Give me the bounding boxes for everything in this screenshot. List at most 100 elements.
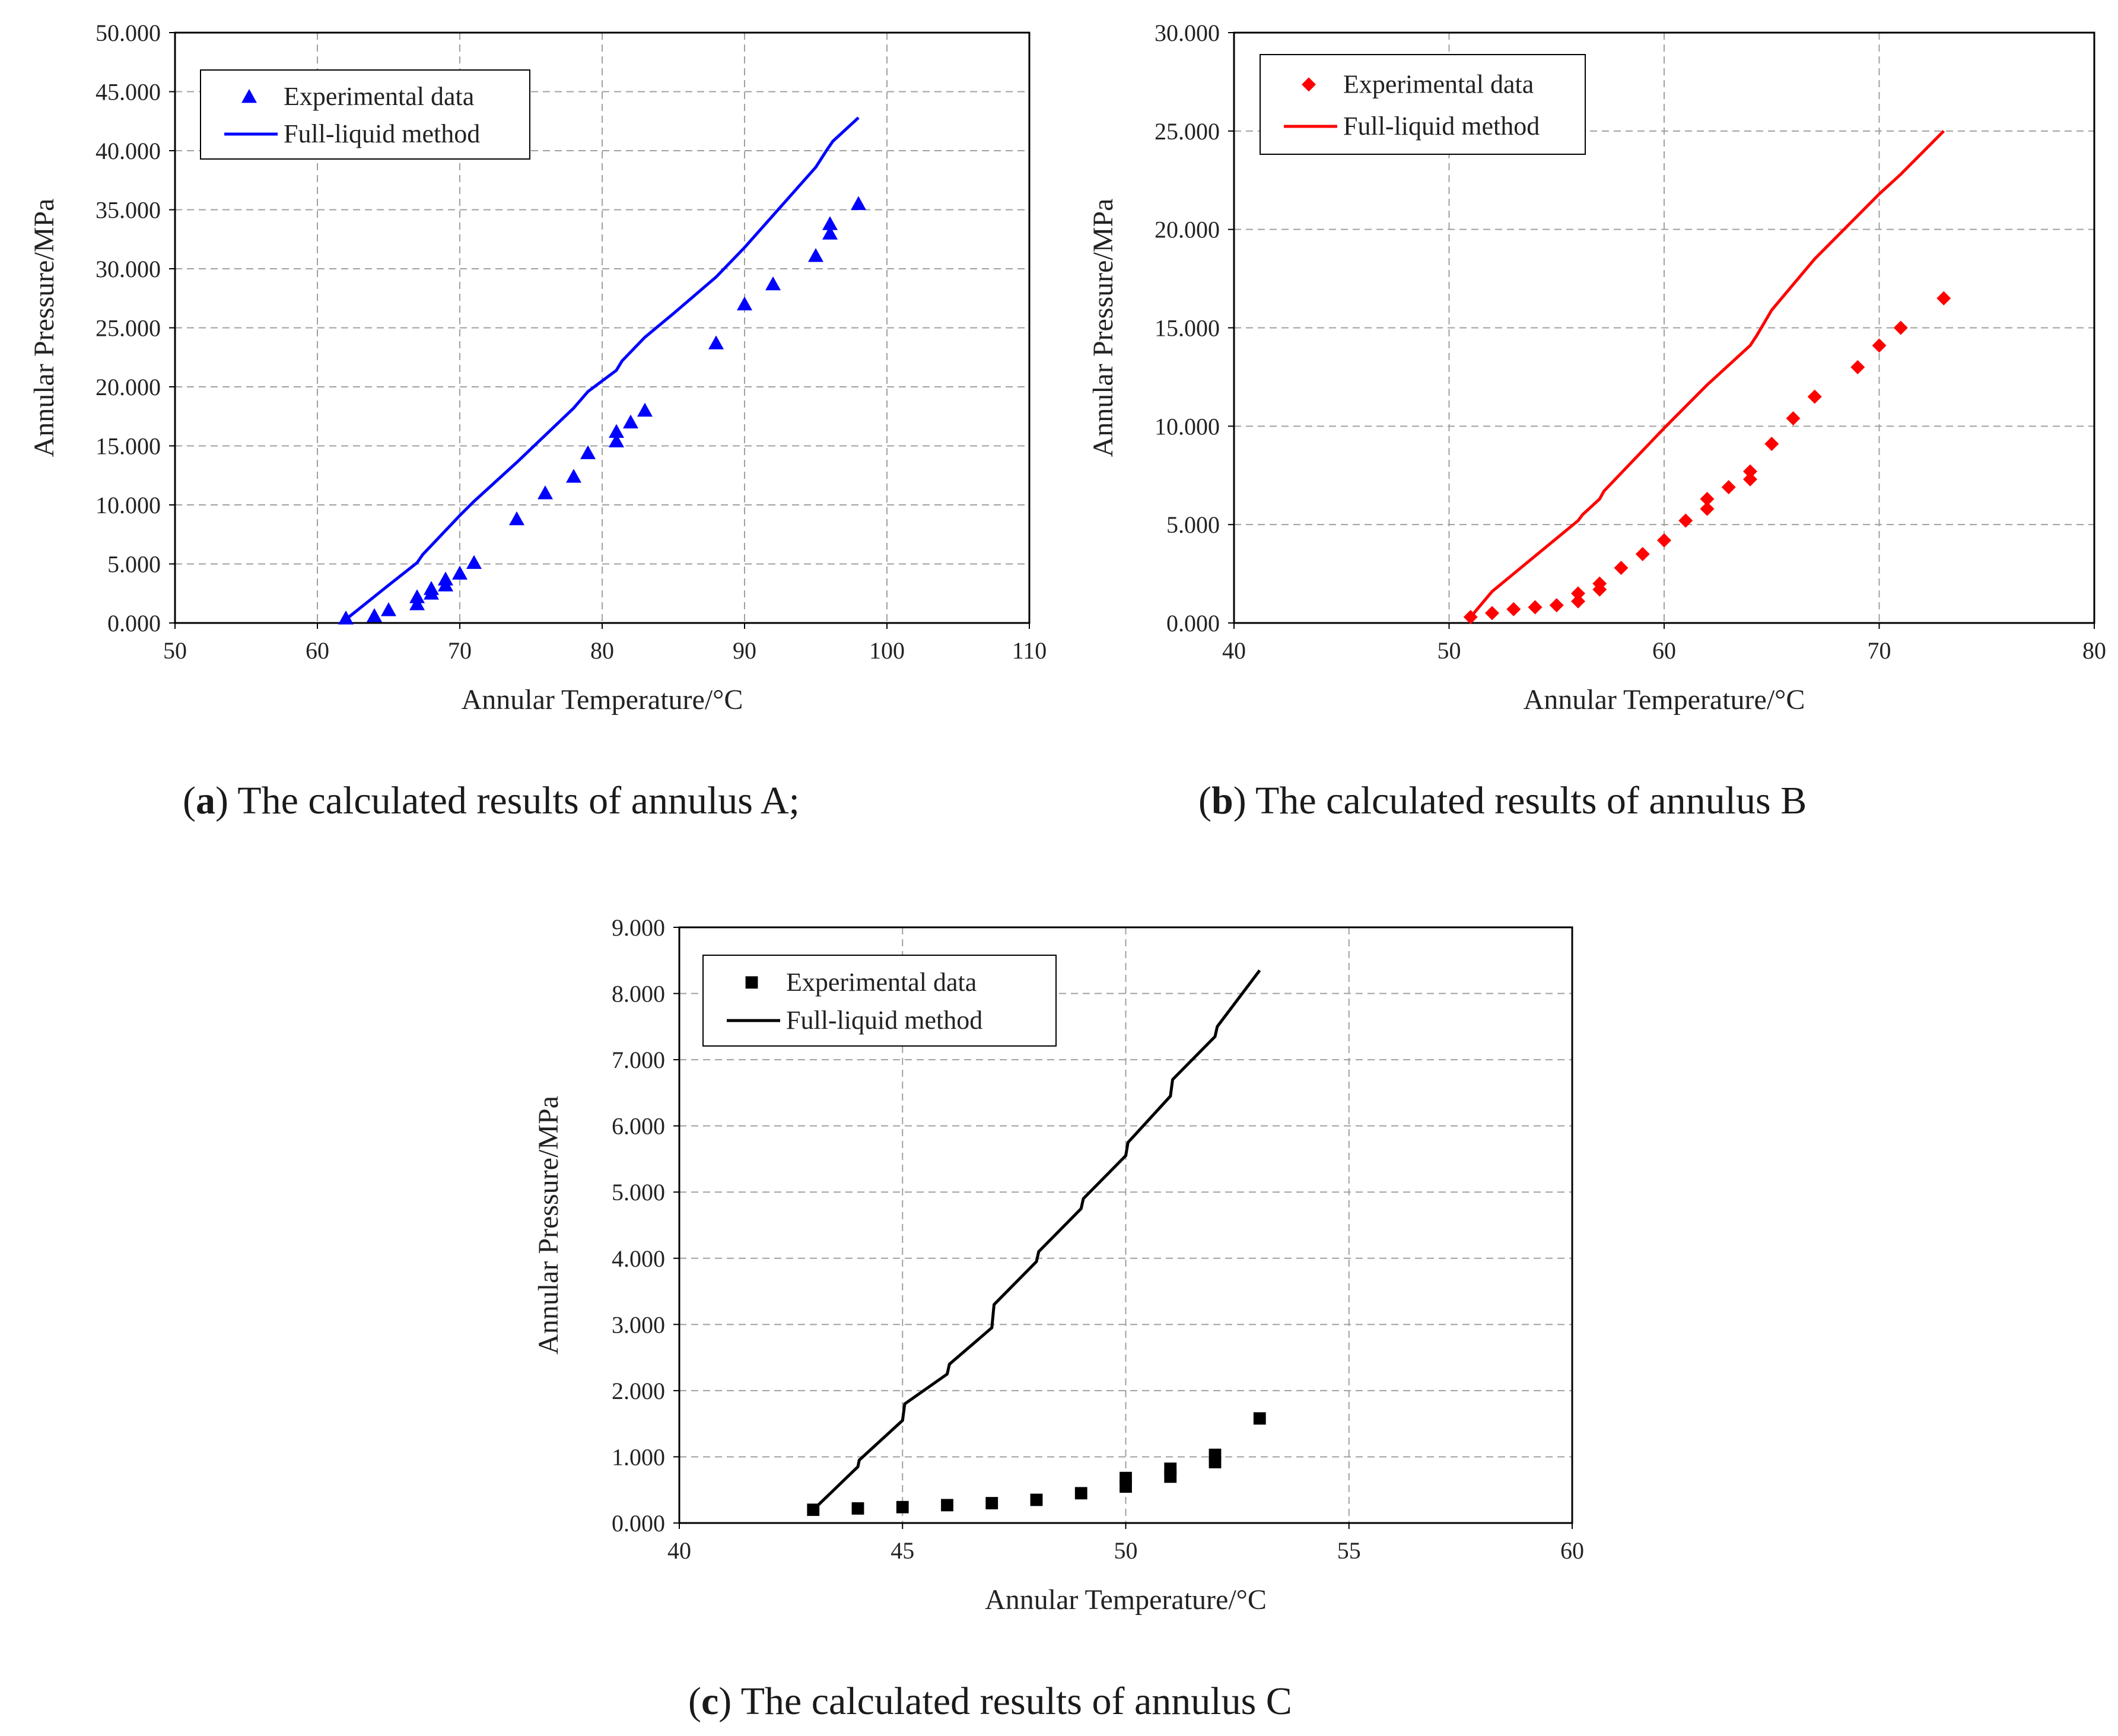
- data-point: [1635, 546, 1650, 561]
- legend-marker-experimental: [1302, 77, 1316, 92]
- y-tick-label: 35.000: [96, 197, 161, 224]
- data-point: [941, 1499, 953, 1512]
- y-tick-label: 25.000: [96, 315, 161, 342]
- data-point: [1074, 1487, 1087, 1500]
- data-point: [466, 555, 482, 569]
- y-tick-label: 0.000: [107, 610, 161, 637]
- data-point: [807, 1503, 820, 1516]
- data-point: [808, 248, 823, 262]
- y-tick-label: 6.000: [612, 1113, 665, 1140]
- legend-marker-experimental: [241, 89, 257, 103]
- data-point: [338, 611, 354, 625]
- data-point: [1872, 338, 1887, 353]
- y-tick-label: 15.000: [96, 433, 161, 460]
- x-axis-label: Annular Temperature/°C: [1524, 684, 1805, 716]
- x-tick-label: 70: [1868, 637, 1891, 664]
- data-point: [1614, 561, 1629, 576]
- legend: Experimental data Full-liquid method: [702, 955, 1057, 1047]
- data-point: [424, 581, 439, 595]
- y-tick-label: 25.000: [1155, 118, 1220, 145]
- x-axis-label: Annular Temperature/°C: [462, 684, 743, 716]
- data-point: [1253, 1412, 1266, 1425]
- y-tick-label: 0.000: [612, 1510, 665, 1537]
- data-point: [851, 1502, 864, 1515]
- chart-annulus-a: 50 60 70 80 90 100 110 0.000 5.000 10.000 15.000 20…: [28, 20, 1047, 716]
- legend-label-full-liquid: Full-liquid method: [786, 1006, 982, 1035]
- data-point: [1030, 1493, 1043, 1506]
- data-point: [1850, 360, 1865, 374]
- legend-box: [1260, 54, 1586, 155]
- y-tick-label: 20.000: [1155, 217, 1220, 243]
- chart-annulus-c: 40 45 50 55 60 0.000 1.000 2.000 3.000 4.000 5.000…: [533, 914, 1584, 1616]
- x-tick-label: 110: [1012, 637, 1047, 664]
- data-point: [1528, 600, 1543, 615]
- x-tick-label: 60: [1652, 637, 1676, 664]
- series-experimental-data: [807, 1412, 1266, 1516]
- data-point: [409, 596, 425, 611]
- data-point: [1485, 606, 1499, 621]
- y-tick-label: 45.000: [96, 79, 161, 106]
- caption-a: (a) The calculated results of annulus A;: [183, 779, 800, 822]
- y-tick-label: 30.000: [96, 256, 161, 282]
- data-point: [1700, 501, 1715, 516]
- data-point: [1506, 602, 1521, 616]
- y-tick-label: 5.000: [612, 1179, 665, 1206]
- y-axis-label: Annular Pressure/MPa: [28, 199, 60, 457]
- y-tick-label: 40.000: [96, 138, 161, 164]
- legend-box: [702, 955, 1057, 1047]
- data-point: [1657, 533, 1671, 548]
- data-point: [609, 433, 624, 447]
- legend-label-experimental: Experimental data: [284, 82, 474, 111]
- data-point: [1463, 610, 1478, 625]
- y-tick-label: 3.000: [612, 1311, 665, 1338]
- data-point: [1893, 320, 1908, 335]
- data-point: [985, 1497, 998, 1509]
- caption-text: The calculated results of annulus B: [1255, 779, 1807, 822]
- y-tick-label: 20.000: [96, 374, 161, 400]
- y-tick-label: 10.000: [96, 492, 161, 519]
- gridlines: [175, 33, 1029, 623]
- y-tick-label: 50.000: [96, 20, 161, 46]
- series-line-full-liquid-method: [812, 969, 1261, 1511]
- legend: Experimental data Full-liquid method: [1260, 54, 1586, 155]
- x-tick-label: 100: [869, 637, 905, 664]
- data-point: [381, 602, 396, 616]
- legend-box: [200, 69, 530, 160]
- data-point: [609, 424, 624, 438]
- data-point: [851, 196, 866, 210]
- legend: Experimental data Full-liquid method: [200, 69, 530, 160]
- series-experimental-data: [338, 196, 866, 625]
- y-tick-label: 7.000: [612, 1047, 665, 1073]
- legend-label-experimental: Experimental data: [786, 968, 977, 997]
- caption-letter: a: [195, 779, 215, 822]
- caption-text: The calculated results of annulus C: [740, 1680, 1292, 1723]
- y-tick-label: 10.000: [1155, 413, 1220, 440]
- x-tick-label: 40: [667, 1537, 691, 1564]
- caption-letter: c: [701, 1680, 719, 1723]
- series-line-full-liquid-method: [1469, 130, 1945, 618]
- series-line-full-liquid-method: [345, 116, 860, 621]
- data-point: [1936, 291, 1951, 306]
- x-tick-label: 60: [1560, 1537, 1584, 1564]
- data-point: [1764, 437, 1779, 452]
- data-point: [1678, 513, 1693, 528]
- y-tick-label: 5.000: [1166, 511, 1220, 538]
- data-point: [623, 414, 638, 429]
- x-tick-label: 90: [733, 637, 756, 664]
- data-point: [1571, 594, 1585, 609]
- x-tick-label: 70: [448, 637, 472, 664]
- y-tick-label: 5.000: [107, 551, 161, 578]
- data-point: [1786, 411, 1801, 426]
- data-point: [737, 296, 752, 311]
- series-experimental-data: [1463, 291, 1951, 625]
- data-point: [580, 445, 596, 459]
- data-point: [1807, 389, 1822, 404]
- data-point: [438, 571, 453, 586]
- x-tick-label: 50: [1438, 637, 1461, 664]
- data-point: [452, 565, 468, 580]
- data-point: [1592, 576, 1607, 591]
- chart-annulus-b: 40 50 60 70 80 0.000 5.000 10.000 15.000 20.000 25…: [1087, 20, 2106, 716]
- data-point: [566, 469, 581, 483]
- y-tick-label: 9.000: [612, 914, 665, 941]
- x-tick-label: 60: [306, 637, 329, 664]
